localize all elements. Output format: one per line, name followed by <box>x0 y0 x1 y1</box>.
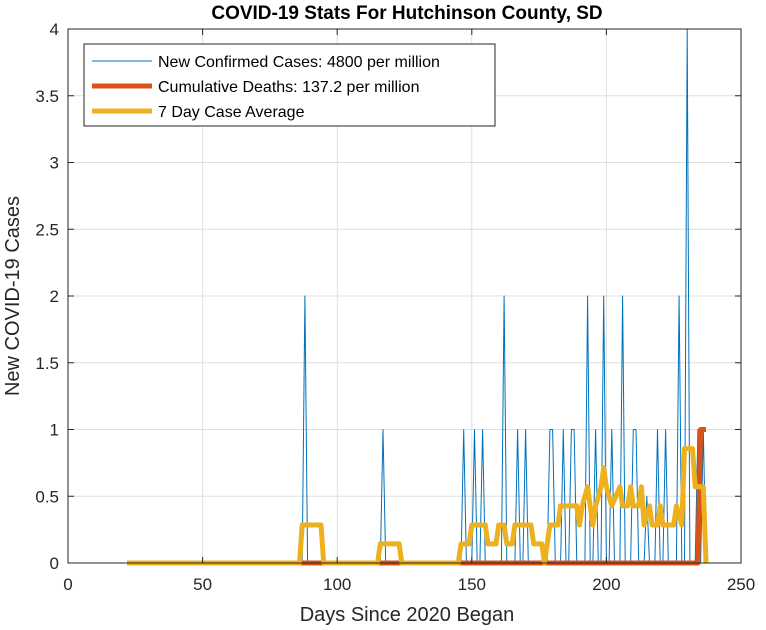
series-7-day-average <box>127 446 709 566</box>
y-tick-labels: 0 0.5 1 1.5 2 2.5 3 3.5 4 <box>35 20 59 573</box>
legend-label-deaths: Cumulative Deaths: 137.2 per million <box>158 79 419 96</box>
y-tick-label: 2.5 <box>35 220 59 239</box>
y-tick-label: 0.5 <box>35 487 59 506</box>
legend-label-7-day-average: 7 Day Case Average <box>158 104 305 121</box>
y-tick-label: 2 <box>50 287 59 306</box>
x-tick-labels: 0 50 100 150 200 250 <box>63 575 755 594</box>
x-tick-label: 50 <box>193 575 212 594</box>
x-tick-label: 200 <box>592 575 620 594</box>
y-axis-label: New COVID-19 Cases <box>2 196 24 396</box>
y-tick-label: 3 <box>50 154 59 173</box>
tick-marks <box>67 28 742 564</box>
legend-box <box>83 43 496 127</box>
x-axis-label: Days Since 2020 Began <box>300 604 515 626</box>
x-tick-label: 0 <box>63 575 72 594</box>
x-tick-label: 250 <box>727 575 755 594</box>
x-tick-label: 100 <box>323 575 351 594</box>
y-tick-label: 0 <box>50 554 59 573</box>
legend-label-new-cases: New Confirmed Cases: 4800 per million <box>158 54 440 71</box>
chart-title: COVID-19 Stats For Hutchinson County, SD <box>211 3 602 24</box>
x-tick-label: 150 <box>458 575 486 594</box>
y-tick-label: 1 <box>50 421 59 440</box>
y-tick-label: 3.5 <box>35 87 59 106</box>
y-tick-label: 1.5 <box>35 354 59 373</box>
y-tick-label: 4 <box>50 20 59 39</box>
legend: New Confirmed Cases: 4800 per million Cu… <box>83 43 496 127</box>
